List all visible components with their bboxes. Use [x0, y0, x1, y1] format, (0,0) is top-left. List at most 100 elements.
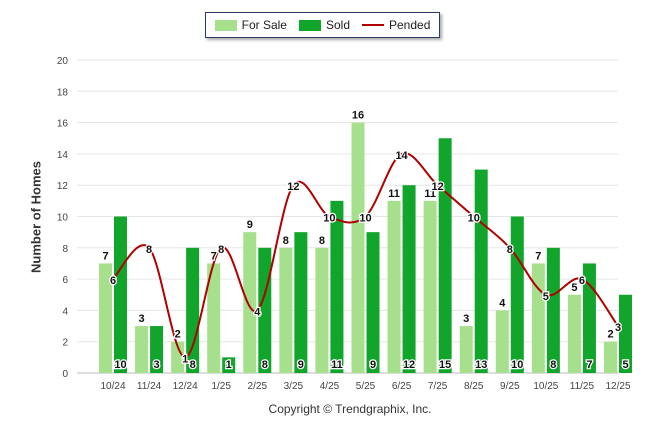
- x-tick-label: 10/24: [100, 381, 125, 392]
- y-tick-label: 14: [57, 150, 69, 161]
- y-tick-label: 4: [62, 306, 68, 317]
- y-tick-label: 10: [57, 213, 69, 224]
- x-tick-label: 2/25: [248, 381, 268, 392]
- legend-item-pended[interactable]: Pended: [362, 18, 430, 32]
- label-for-sale: 7: [211, 250, 217, 262]
- label-for-sale: 11: [424, 188, 436, 200]
- x-tick-label: 1/25: [211, 381, 231, 392]
- bar-sold: [582, 263, 596, 373]
- bar-for-sale: [171, 341, 185, 373]
- label-pended: 8: [218, 244, 224, 256]
- label-pended: 10: [359, 213, 371, 225]
- legend-label-pended: Pended: [389, 18, 431, 32]
- label-sold: 10: [114, 359, 126, 371]
- copyright: Copyright © Trendgraphix, Inc.: [268, 402, 432, 416]
- bar-sold: [619, 294, 632, 373]
- bar-sold: [330, 200, 344, 373]
- legend-item-for-sale[interactable]: For Sale: [214, 18, 287, 32]
- bar-sold: [546, 247, 560, 373]
- label-for-sale: 16: [352, 110, 364, 122]
- label-for-sale: 8: [319, 235, 325, 247]
- label-pended: 4: [254, 306, 261, 318]
- label-sold: 9: [370, 359, 376, 371]
- x-tick-label: 4/25: [320, 381, 340, 392]
- x-tick-label: 11/24: [137, 381, 162, 392]
- label-sold: 8: [550, 359, 556, 371]
- label-pended: 14: [395, 150, 408, 162]
- bar-sold: [294, 232, 308, 373]
- label-for-sale: 4: [499, 297, 506, 309]
- label-pended: 5: [543, 291, 549, 303]
- bar-for-sale: [423, 200, 437, 373]
- label-sold: 15: [439, 359, 451, 371]
- label-pended: 12: [287, 181, 299, 193]
- bar-for-sale: [135, 326, 149, 373]
- y-tick-label: 0: [62, 369, 68, 380]
- bar-for-sale: [351, 122, 365, 373]
- label-for-sale: 11: [388, 188, 400, 200]
- pended-swatch: [362, 24, 384, 26]
- legend-label-sold: Sold: [325, 18, 350, 32]
- bar-sold: [402, 185, 416, 373]
- sold-swatch: [298, 19, 321, 31]
- label-pended: 8: [146, 244, 152, 256]
- y-tick-label: 2: [62, 338, 68, 349]
- label-for-sale: 3: [139, 313, 145, 325]
- y-tick-label: 20: [57, 56, 69, 67]
- bar-for-sale: [495, 310, 509, 373]
- bar-for-sale: [387, 200, 401, 373]
- y-tick-label: 16: [57, 119, 69, 130]
- y-tick-label: 6: [62, 275, 68, 286]
- pended-line: [112, 152, 619, 359]
- bar-for-sale: [243, 232, 257, 373]
- bar-for-sale: [99, 263, 112, 373]
- label-for-sale: 3: [463, 313, 469, 325]
- bar-for-sale: [207, 263, 221, 373]
- bar-sold: [438, 138, 452, 373]
- y-tick-label: 12: [57, 181, 69, 192]
- label-for-sale: 7: [102, 250, 108, 262]
- label-for-sale: 5: [571, 282, 577, 294]
- label-pended: 12: [432, 181, 444, 193]
- label-sold: 13: [475, 359, 487, 371]
- label-pended: 3: [615, 322, 621, 334]
- label-for-sale: 2: [607, 329, 613, 341]
- label-for-sale: 2: [175, 329, 181, 341]
- x-tick-label: 11/25: [570, 381, 595, 392]
- label-sold: 1: [226, 359, 232, 371]
- bar-sold: [366, 232, 380, 373]
- bar-for-sale: [459, 326, 473, 373]
- label-pended: 6: [579, 275, 585, 287]
- x-tick-label: 12/24: [173, 381, 198, 392]
- legend-item-sold[interactable]: Sold: [298, 18, 350, 32]
- bar-sold: [114, 216, 127, 373]
- x-tick-label: 6/25: [392, 381, 412, 392]
- label-sold: 10: [511, 359, 523, 371]
- label-pended: 1: [182, 353, 188, 365]
- label-sold: 5: [622, 359, 628, 371]
- bar-for-sale: [279, 247, 293, 373]
- y-tick-label: 18: [57, 87, 69, 98]
- bar-for-sale: [531, 263, 545, 373]
- x-tick-label: 3/25: [284, 381, 304, 392]
- legend: For Sale Sold Pended: [205, 12, 440, 38]
- y-tick-label: 8: [62, 244, 68, 255]
- bar-sold: [474, 169, 488, 373]
- bar-for-sale: [315, 247, 329, 373]
- label-sold: 9: [298, 359, 304, 371]
- label-sold: 12: [403, 359, 415, 371]
- label-for-sale: 8: [283, 235, 289, 247]
- label-pended: 10: [468, 213, 480, 225]
- legend-label-for-sale: For Sale: [241, 18, 287, 32]
- bar-sold: [222, 357, 236, 373]
- x-tick-label: 12/25: [605, 381, 630, 392]
- for-sale-swatch: [214, 19, 237, 31]
- bar-for-sale: [604, 341, 617, 373]
- x-tick-label: 10/25: [533, 381, 558, 392]
- x-tick-label: 9/25: [500, 381, 520, 392]
- label-sold: 7: [586, 359, 592, 371]
- label-pended: 10: [323, 213, 335, 225]
- x-tick-label: 8/25: [464, 381, 484, 392]
- bar-sold: [510, 216, 524, 373]
